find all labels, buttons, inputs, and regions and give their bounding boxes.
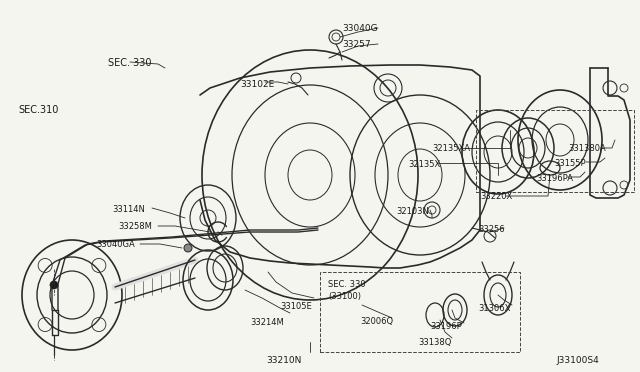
Text: 33257: 33257	[342, 40, 371, 49]
Text: SEC.310: SEC.310	[18, 105, 58, 115]
Text: 331380A: 331380A	[568, 144, 605, 153]
Text: SEC. 330: SEC. 330	[328, 280, 365, 289]
Text: 33114N: 33114N	[112, 205, 145, 214]
Text: 33196P: 33196P	[430, 322, 461, 331]
Text: 32135X: 32135X	[408, 160, 440, 169]
Text: 33040G: 33040G	[342, 24, 378, 33]
Circle shape	[50, 281, 58, 289]
Text: 32103N: 32103N	[396, 207, 429, 216]
Text: 33138Q: 33138Q	[418, 338, 451, 347]
Text: 33214M: 33214M	[250, 318, 284, 327]
Bar	[476, 110, 634, 192]
Text: J33100S4: J33100S4	[556, 356, 599, 365]
Text: 33258M: 33258M	[118, 222, 152, 231]
Text: 32135XA: 32135XA	[432, 144, 470, 153]
Text: 33105E: 33105E	[280, 302, 312, 311]
Text: 33210N: 33210N	[266, 356, 301, 365]
Text: 33155P: 33155P	[554, 159, 586, 168]
Text: 33040GA: 33040GA	[96, 240, 135, 249]
Text: 33220X: 33220X	[480, 192, 512, 201]
Text: 33256: 33256	[478, 225, 504, 234]
Text: 31306X: 31306X	[478, 304, 510, 313]
Text: SEC. 330: SEC. 330	[108, 58, 152, 68]
Circle shape	[184, 244, 192, 252]
Text: 32006Q: 32006Q	[360, 317, 393, 326]
Text: 33102E: 33102E	[240, 80, 275, 89]
Bar	[320, 272, 520, 352]
Text: 33196PA: 33196PA	[536, 174, 573, 183]
Text: (33100): (33100)	[328, 292, 361, 301]
